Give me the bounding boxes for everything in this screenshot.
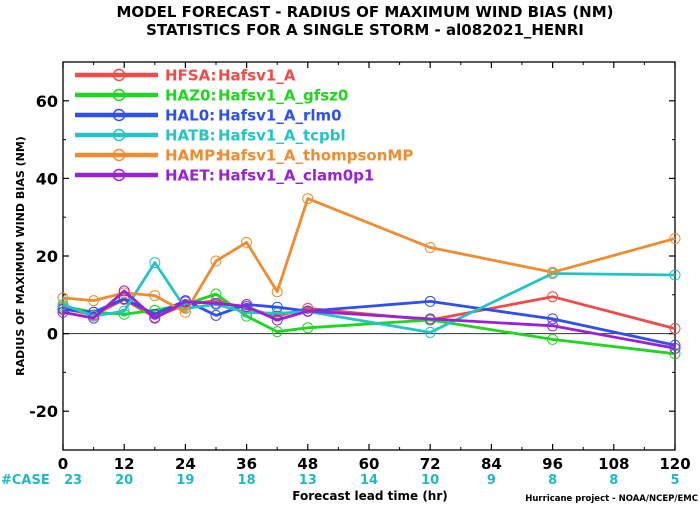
data-point bbox=[210, 309, 222, 321]
data-point bbox=[669, 269, 681, 281]
x-tick-label: 108 bbox=[598, 455, 629, 473]
legend-marker bbox=[112, 108, 126, 122]
case-count: 5 bbox=[670, 473, 679, 488]
data-point bbox=[271, 307, 283, 319]
data-point bbox=[149, 257, 161, 269]
data-point bbox=[547, 313, 559, 325]
data-point bbox=[669, 348, 681, 360]
case-count: 10 bbox=[421, 473, 439, 488]
data-point bbox=[271, 286, 283, 298]
case-count: 8 bbox=[609, 473, 618, 488]
data-point bbox=[118, 285, 130, 297]
legend-label: HAL0: bbox=[165, 107, 215, 125]
data-point bbox=[302, 322, 314, 334]
data-point bbox=[302, 305, 314, 317]
y-tick-label: 0 bbox=[47, 325, 58, 344]
data-point bbox=[210, 297, 222, 309]
legend-desc: Hafsv1_A_clam0p1 bbox=[218, 167, 374, 185]
legend-label: HFSA: bbox=[165, 67, 217, 85]
data-point bbox=[241, 300, 253, 312]
x-tick-label: 84 bbox=[481, 455, 502, 473]
data-point bbox=[271, 314, 283, 326]
data-point bbox=[547, 266, 559, 278]
data-point bbox=[179, 296, 191, 308]
x-tick-label: 60 bbox=[359, 455, 380, 473]
y-tick-label: 20 bbox=[36, 247, 58, 266]
data-point bbox=[669, 339, 681, 351]
series-line-1 bbox=[62, 292, 676, 356]
data-point bbox=[669, 233, 681, 245]
data-point bbox=[88, 312, 100, 324]
legend-marker bbox=[112, 168, 126, 182]
data-point bbox=[669, 323, 681, 335]
data-point bbox=[302, 302, 314, 314]
data-point bbox=[241, 236, 253, 248]
case-count: 18 bbox=[238, 473, 256, 488]
legend-label: HATB: bbox=[165, 127, 216, 145]
x-tick-label: 48 bbox=[297, 455, 318, 473]
x-tick-label: 120 bbox=[659, 455, 690, 473]
case-count: 8 bbox=[548, 473, 557, 488]
data-point bbox=[547, 333, 559, 345]
data-point bbox=[88, 295, 100, 307]
series-line-5 bbox=[62, 289, 676, 350]
case-label: #CASE bbox=[1, 473, 50, 488]
data-point bbox=[424, 241, 436, 253]
x-tick-label: 72 bbox=[420, 455, 441, 473]
legend-desc: Hafsv1_A bbox=[218, 67, 296, 85]
case-count: 9 bbox=[487, 473, 496, 488]
credit-text: Hurricane project - NOAA/NCEP/EMC bbox=[525, 494, 698, 504]
data-point bbox=[118, 305, 130, 317]
chart-title-line1: MODEL FORECAST - RADIUS OF MAXIMUM WIND … bbox=[116, 3, 613, 21]
x-tick-label: 0 bbox=[58, 455, 68, 473]
legend-label: HAMP: bbox=[165, 147, 221, 165]
y-tick-label: 60 bbox=[36, 92, 58, 111]
case-count: 23 bbox=[64, 473, 82, 488]
case-count: 19 bbox=[176, 473, 194, 488]
case-count: 13 bbox=[299, 473, 317, 488]
y-tick-label: -20 bbox=[29, 402, 58, 421]
x-axis-label: Forecast lead time (hr) bbox=[292, 489, 448, 503]
x-tick-label: 12 bbox=[114, 455, 135, 473]
data-point bbox=[57, 292, 69, 304]
legend-desc: Hafsv1_A_thompsonMP bbox=[218, 147, 413, 165]
data-point bbox=[271, 326, 283, 338]
data-point bbox=[57, 299, 69, 310]
case-count: 14 bbox=[360, 473, 378, 488]
y-tick-label: 40 bbox=[36, 169, 58, 188]
legend-marker bbox=[112, 88, 126, 102]
data-point bbox=[424, 326, 436, 338]
legend-desc: Hafsv1_A_tcpbl bbox=[218, 127, 346, 145]
x-tick-label: 96 bbox=[542, 455, 563, 473]
data-point bbox=[547, 291, 559, 303]
legend-desc: Hafsv1_A_rlm0 bbox=[218, 107, 342, 125]
data-point bbox=[424, 313, 436, 325]
data-point bbox=[669, 342, 681, 354]
y-axis-label: RADIUS OF MAXIMUM WIND BIAS (NM) bbox=[14, 136, 27, 376]
legend-label: HAZ0: bbox=[165, 87, 216, 105]
legend-label: HAET: bbox=[165, 167, 215, 185]
series-line-4 bbox=[62, 197, 676, 314]
data-point bbox=[302, 193, 314, 205]
legend-marker bbox=[112, 68, 126, 82]
legend-marker bbox=[112, 128, 126, 142]
data-point bbox=[547, 320, 559, 332]
chart-title-line2: STATISTICS FOR A SINGLE STORM - al082021… bbox=[146, 21, 584, 39]
data-point bbox=[149, 312, 161, 324]
data-point bbox=[149, 290, 161, 302]
x-tick-label: 36 bbox=[236, 455, 257, 473]
legend-marker bbox=[112, 148, 126, 162]
data-point bbox=[57, 306, 69, 318]
data-point bbox=[424, 295, 436, 307]
series-line-2 bbox=[62, 297, 676, 347]
x-tick-label: 24 bbox=[175, 455, 196, 473]
plot-frame bbox=[62, 61, 676, 451]
data-point bbox=[210, 255, 222, 267]
case-count: 20 bbox=[115, 473, 133, 488]
legend-desc: Hafsv1_A_gfsz0 bbox=[218, 87, 348, 105]
